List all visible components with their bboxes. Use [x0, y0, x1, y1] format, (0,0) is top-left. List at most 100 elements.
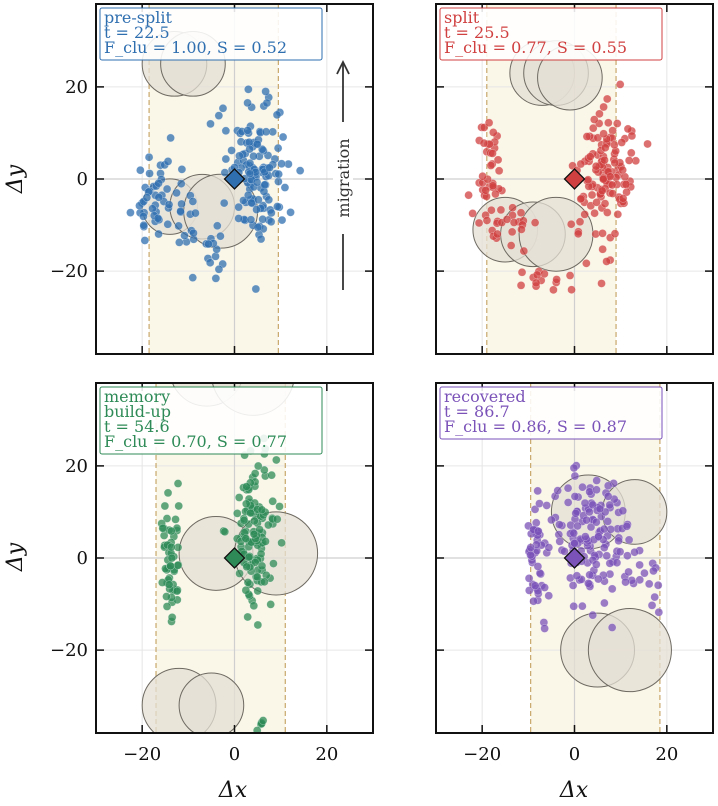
agent-point	[163, 157, 173, 166]
agent-point	[247, 198, 256, 208]
agent-point	[188, 197, 198, 206]
agent-point	[274, 177, 283, 186]
agent-point	[264, 195, 273, 204]
agent-point	[534, 527, 543, 536]
agent-point	[489, 128, 498, 137]
agent-point	[174, 501, 183, 511]
panel-label-box	[439, 386, 663, 440]
agent-point	[654, 608, 664, 617]
agent-point	[164, 580, 174, 589]
agent-point	[623, 551, 632, 560]
agent-point	[597, 186, 607, 195]
panel-label-box	[439, 7, 663, 61]
agent-point	[618, 506, 628, 516]
agent-point	[249, 529, 259, 539]
agent-point	[552, 275, 561, 284]
agent-point	[493, 155, 503, 165]
agent-point	[234, 493, 244, 502]
agent-point	[272, 455, 281, 465]
agent-point	[173, 479, 183, 488]
y-tick-label: −20	[50, 261, 88, 282]
panel-label-line: build-up	[104, 402, 171, 421]
agent-point	[243, 190, 253, 200]
agent-point	[568, 581, 578, 590]
panel-plot-area	[96, 4, 373, 354]
agent-point	[171, 515, 180, 524]
agent-point	[592, 476, 601, 485]
agent-point	[241, 586, 251, 595]
agent-point	[220, 168, 230, 177]
agent-point	[530, 505, 540, 514]
agent-point	[587, 190, 597, 200]
agent-point	[268, 497, 277, 506]
agent-point	[600, 543, 609, 552]
agent-point	[599, 102, 608, 112]
y-tick-label: 0	[77, 548, 88, 569]
agent-point	[267, 208, 276, 218]
agent-point	[221, 126, 231, 135]
migration-arrow-head	[336, 59, 350, 75]
agent-point	[594, 574, 603, 584]
x-tick-label: 0	[229, 744, 240, 765]
agent-point	[145, 169, 154, 178]
agent-point	[592, 560, 601, 569]
agent-point	[603, 517, 612, 526]
agent-point	[264, 520, 273, 530]
agent-point	[478, 172, 487, 181]
migration-label: migration	[334, 138, 353, 217]
agent-point	[540, 269, 549, 279]
agent-point	[622, 522, 632, 531]
agent-point	[252, 178, 262, 187]
agent-point	[260, 577, 269, 587]
agent-point	[257, 505, 267, 515]
agent-point	[530, 218, 540, 227]
agent-point	[144, 153, 154, 162]
agent-point	[180, 231, 189, 240]
agent-point	[578, 482, 587, 492]
panel-label-line: split	[444, 8, 480, 27]
agent-point	[154, 229, 163, 239]
panel-label-line: pre-split	[104, 8, 172, 27]
agent-point	[253, 726, 262, 733]
agent-point	[162, 592, 171, 601]
agent-point	[162, 514, 172, 523]
agent-point	[654, 581, 663, 590]
panel-label-line: recovered	[444, 387, 526, 406]
agent-point	[220, 527, 230, 536]
agent-point	[594, 532, 603, 541]
agent-point	[486, 161, 496, 170]
agent-point	[603, 208, 612, 217]
leader-marker	[563, 168, 586, 190]
y-tick-label: −20	[50, 640, 88, 661]
agent-point	[540, 583, 549, 592]
agent-point	[595, 504, 605, 514]
panel-label-line: memory	[104, 387, 170, 406]
agent-point	[533, 486, 542, 496]
agent-point	[242, 482, 251, 491]
agent-point	[274, 169, 283, 179]
agent-point	[643, 139, 652, 149]
agent-point	[211, 274, 221, 283]
agent-point	[592, 198, 601, 207]
panel-plot-area	[436, 383, 713, 733]
agent-point	[508, 203, 517, 212]
agent-point	[544, 543, 554, 552]
agent-point	[630, 548, 639, 557]
agent-point	[277, 159, 286, 168]
agent-point	[635, 560, 644, 570]
leader-marker	[223, 168, 246, 190]
agent-point	[560, 547, 569, 556]
agent-point	[590, 209, 599, 218]
agent-point	[253, 223, 263, 232]
agent-point	[576, 194, 585, 204]
agent-point	[250, 469, 260, 478]
agent-point	[160, 501, 170, 511]
agent-point	[585, 507, 594, 517]
agent-point	[583, 175, 593, 185]
agent-point	[479, 138, 489, 148]
agent-point	[136, 166, 145, 175]
agent-point	[258, 716, 268, 725]
agent-point	[153, 214, 163, 223]
